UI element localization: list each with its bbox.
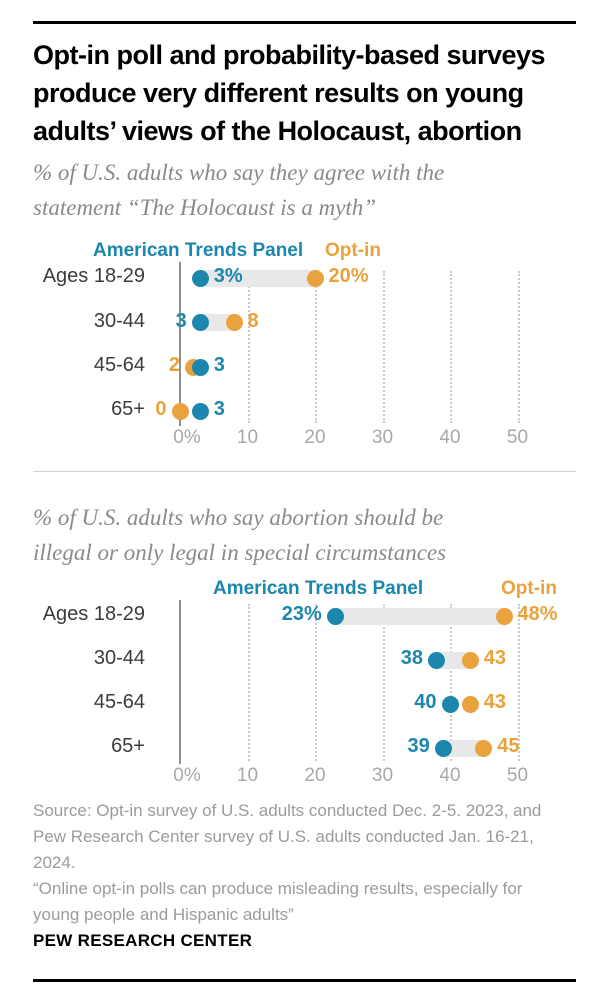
value-label: 0 [155, 398, 167, 420]
value-label: 3 [213, 398, 225, 420]
x-tick-label: 30 [371, 765, 394, 786]
chart-2-subtitle: % of U.S. adults who say abortion should… [33, 505, 447, 565]
grid-line [247, 604, 250, 761]
grid-line [382, 604, 385, 761]
optin-dot [225, 314, 243, 331]
row-category-label: 45-64 [93, 354, 145, 376]
grid-line [450, 271, 452, 423]
legend-opt-in: Opt-in [501, 578, 557, 599]
section-divider [33, 471, 576, 472]
x-tick-label: 40 [439, 765, 461, 786]
grid-line [315, 271, 317, 423]
atp-dot [428, 651, 445, 669]
row-category-label: 30-44 [93, 309, 145, 332]
value-label: 2 [168, 354, 180, 376]
row-category-label: 45-64 [93, 691, 145, 713]
row-category-label: 30-44 [93, 647, 145, 669]
row-category-label: Ages 18-29 [42, 265, 145, 287]
value-label: 23% [281, 603, 322, 625]
atp-dot [191, 314, 209, 331]
x-tick-label: 10 [236, 765, 259, 786]
value-label: 3 [213, 354, 225, 376]
x-tick-label: 20 [304, 765, 326, 786]
legend-american-trends-panel: American Trends Panel [213, 578, 424, 599]
atp-dot [434, 739, 452, 757]
page-title: Opt-in poll and probability-based survey… [33, 40, 546, 146]
grid-line [517, 271, 520, 423]
value-label: 43 [483, 647, 506, 669]
atp-dot [191, 269, 209, 287]
optin-dot [461, 651, 479, 669]
row-category-label: Ages 18-29 [42, 603, 145, 625]
row-category-label: 65+ [111, 398, 145, 420]
atp-dot [191, 402, 209, 420]
value-label: 39 [407, 735, 430, 757]
value-label: 3% [213, 265, 243, 287]
x-tick-label: 10 [236, 427, 259, 448]
x-tick-label: 50 [506, 765, 529, 786]
value-label: 45 [497, 735, 520, 757]
grid-line [517, 604, 520, 761]
connector-bar [197, 269, 318, 287]
value-label: 48% [517, 603, 558, 625]
top-rule [33, 21, 576, 24]
x-tick-label: 30 [371, 427, 394, 448]
x-tick-label: 0% [173, 765, 201, 786]
connector-bar [440, 739, 487, 757]
atp-dot [191, 358, 209, 376]
atp-dot [326, 607, 344, 625]
atp-dot [441, 695, 459, 713]
report-title-quote: “Online opt-in polls can produce mislead… [33, 879, 523, 924]
grid-line [247, 271, 250, 423]
legend-american-trends-panel: American Trends Panel [93, 240, 304, 261]
connector-bar [332, 607, 507, 625]
value-label: 3 [175, 309, 187, 332]
optin-dot [306, 269, 324, 287]
chart-1-subtitle: % of U.S. adults who say they agree with… [33, 160, 445, 220]
axis-zero-line [179, 262, 181, 426]
optin-dot [475, 739, 493, 757]
x-tick-label: 40 [439, 427, 461, 448]
optin-dot [461, 695, 479, 713]
value-label: 20% [328, 265, 369, 287]
pew-wordmark: PEW RESEARCH CENTER [33, 931, 253, 950]
value-label: 43 [483, 691, 506, 713]
axis-zero-line [179, 600, 181, 764]
bottom-rule [33, 979, 576, 982]
optin-dot [171, 402, 189, 420]
row-category-label: 65+ [111, 735, 145, 757]
value-label: 40 [414, 691, 437, 713]
grid-line [450, 604, 452, 761]
value-label: 38 [400, 647, 423, 669]
x-tick-label: 0% [173, 427, 201, 448]
source-note: Source: Opt-in survey of U.S. adults con… [33, 801, 542, 872]
grid-line [382, 271, 385, 423]
value-label: 8 [247, 309, 259, 332]
optin-dot [495, 607, 513, 625]
x-tick-label: 50 [506, 427, 529, 448]
x-tick-label: 20 [304, 427, 326, 448]
legend-opt-in: Opt-in [325, 240, 381, 261]
grid-line [315, 604, 317, 761]
